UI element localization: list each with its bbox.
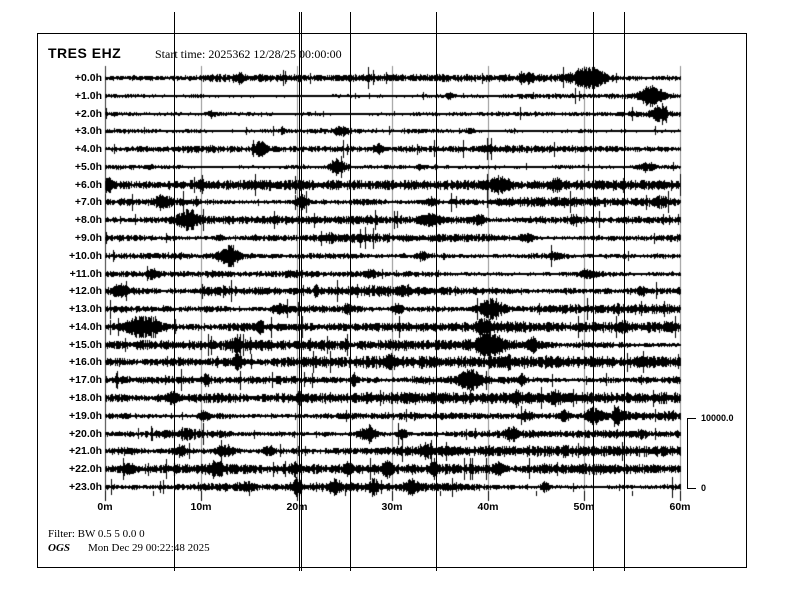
event-spike-line <box>624 12 625 571</box>
amplitude-scale-top-arm <box>687 418 696 419</box>
hour-label: +7.0h <box>74 196 102 208</box>
x-axis-label: 40m <box>477 501 499 513</box>
hour-label: +20.0h <box>69 428 102 440</box>
hour-label: +16.0h <box>69 356 102 368</box>
hour-label: +6.0h <box>74 179 102 191</box>
hour-label: +2.0h <box>74 108 102 120</box>
hour-label: +10.0h <box>69 250 102 262</box>
hour-label: +22.0h <box>69 463 102 475</box>
x-axis-label: 60m <box>669 501 691 513</box>
filter-label: Filter: BW 0.5 5 0.0 0 <box>48 528 145 540</box>
hour-label: +9.0h <box>74 232 102 244</box>
generated-timestamp: Mon Dec 29 00:22:48 2025 <box>88 542 210 554</box>
hour-label: +13.0h <box>69 303 102 315</box>
hour-label: +17.0h <box>69 374 102 386</box>
hour-label: +23.0h <box>69 481 102 493</box>
x-axis-label: 10m <box>190 501 212 513</box>
amplitude-scale-bottom-arm <box>687 488 696 489</box>
hour-label: +11.0h <box>69 268 102 280</box>
amplitude-scale-min-label: 0 <box>701 483 707 493</box>
event-spike-line <box>593 12 594 571</box>
event-spike-line <box>174 12 175 571</box>
hour-label: +5.0h <box>74 161 102 173</box>
hour-label: +0.0h <box>74 72 102 84</box>
x-axis-label: 30m <box>381 501 403 513</box>
hour-label: +1.0h <box>74 90 102 102</box>
hour-label: +15.0h <box>69 339 102 351</box>
hour-label: +8.0h <box>74 214 102 226</box>
hour-label: +18.0h <box>69 392 102 404</box>
hour-label: +19.0h <box>69 410 102 422</box>
event-spike-line <box>301 12 302 571</box>
event-spike-line <box>350 12 351 571</box>
hour-label: +4.0h <box>74 143 102 155</box>
x-axis-label: 0m <box>97 501 113 513</box>
amplitude-scale-bracket <box>687 418 688 489</box>
hour-label: +3.0h <box>74 125 102 137</box>
hour-label: +14.0h <box>69 321 102 333</box>
x-axis-label: 50m <box>573 501 595 513</box>
plot-frame-border <box>37 33 747 568</box>
agency-label: OGS <box>48 542 71 554</box>
hour-label: +21.0h <box>69 445 102 457</box>
start-time-label: Start time: 2025362 12/28/25 00:00:00 <box>155 47 342 61</box>
hour-label: +12.0h <box>69 285 102 297</box>
amplitude-scale-max-label: 10000.0 <box>701 413 734 423</box>
x-axis-label: 20m <box>286 501 308 513</box>
event-spike-line <box>299 12 300 571</box>
station-title: TRES EHZ <box>48 45 122 61</box>
event-spike-line <box>436 12 437 571</box>
